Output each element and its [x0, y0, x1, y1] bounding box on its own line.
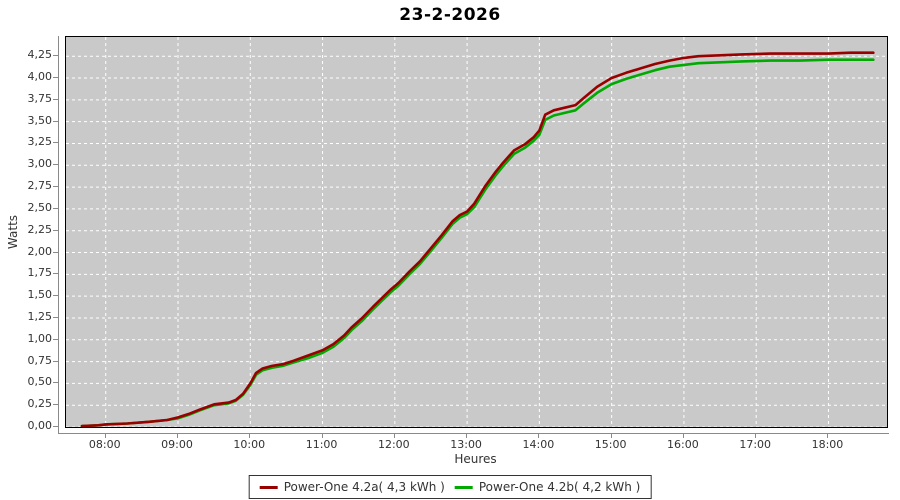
x-tick-label: 16:00 [667, 438, 699, 451]
y-tick-mark [53, 273, 58, 275]
y-axis-title: Watts [6, 214, 20, 250]
y-tick-mark [53, 338, 58, 340]
x-tick-label: 11:00 [305, 438, 338, 451]
x-tick-label: 09:00 [161, 438, 193, 451]
x-tick-mark [610, 433, 612, 438]
legend-label-series-b: Power-One 4.2b( 4,2 kWh ) [478, 480, 641, 494]
y-tick-label: 2,50 [27, 200, 53, 214]
y-tick-mark [53, 98, 58, 100]
y-tick-label: 1,50 [27, 288, 53, 302]
legend-item-series-a: Power-One 4.2a( 4,3 kWh ) [259, 480, 445, 494]
x-tick-mark [682, 433, 684, 438]
x-tick-mark [104, 433, 106, 438]
y-tick-mark [53, 207, 58, 209]
x-tick-mark [466, 433, 468, 438]
y-tick-mark [53, 142, 58, 144]
y-tick-label: 0,25 [27, 397, 53, 411]
y-tick-label: 4,25 [27, 48, 53, 62]
y-tick-mark [53, 295, 58, 297]
legend: Power-One 4.2a( 4,3 kWh ) Power-One 4.2b… [248, 475, 652, 499]
y-tick-label: 1,00 [27, 331, 53, 345]
y-tick-mark [53, 360, 58, 362]
y-tick-label: 1,25 [27, 309, 53, 323]
x-tick-label: 18:00 [811, 438, 844, 451]
chart-title: 23-2-2026 [399, 5, 501, 25]
series-line-Power-One 4.2a( 4,3 kWh ) [80, 51, 875, 427]
legend-label-series-a: Power-One 4.2a( 4,3 kWh ) [283, 480, 445, 494]
y-tick-mark [53, 251, 58, 253]
legend-item-series-b: Power-One 4.2b( 4,2 kWh ) [454, 480, 641, 494]
x-tick-label: 17:00 [739, 438, 772, 451]
y-tick-mark [53, 404, 58, 406]
y-tick-label: 0,75 [27, 353, 53, 367]
y-tick-label: 3,25 [27, 135, 53, 149]
x-tick-mark [393, 433, 395, 438]
x-tick-label: 10:00 [233, 438, 266, 451]
y-tick-mark [53, 229, 58, 231]
series-line-Power-One 4.2b( 4,2 kWh ) [80, 58, 875, 427]
x-tick-mark [827, 433, 829, 438]
x-axis-title: Heures [454, 452, 497, 466]
x-tick-label: 14:00 [522, 438, 555, 451]
y-tick-mark [53, 316, 58, 318]
y-tick-label: 0,50 [27, 375, 53, 389]
y-tick-label: 2,00 [27, 244, 53, 258]
y-tick-mark [53, 77, 58, 78]
x-tick-mark [538, 433, 540, 438]
x-tick-mark [755, 433, 757, 438]
x-tick-label: 08:00 [88, 438, 121, 451]
x-tick-mark [249, 433, 251, 438]
y-tick-mark [53, 120, 58, 122]
legend-swatch-green-line [454, 485, 473, 489]
x-tick-mark [321, 433, 323, 438]
y-tick-label: 4,00 [27, 70, 53, 83]
y-tick-label: 2,25 [27, 222, 53, 236]
y-tick-label: 3,75 [27, 91, 53, 105]
x-tick-label: 13:00 [450, 438, 482, 451]
y-tick-label: 1,75 [27, 266, 53, 280]
plot-canvas [66, 37, 887, 427]
y-tick-label: 0,00 [27, 419, 53, 432]
y-tick-label: 3,00 [27, 157, 53, 171]
plot-area [65, 36, 888, 428]
x-tick-label: 15:00 [594, 438, 627, 451]
y-tick-mark [53, 55, 58, 57]
x-tick-mark [177, 433, 179, 438]
y-tick-mark [53, 164, 58, 166]
legend-swatch-red-line [259, 485, 278, 489]
y-tick-label: 2,75 [27, 179, 53, 193]
x-tick-label: 12:00 [377, 438, 410, 451]
x-axis-line [58, 433, 889, 434]
y-tick-mark [53, 426, 58, 427]
y-tick-mark [53, 382, 58, 384]
y-tick-mark [53, 186, 58, 188]
y-axis-line [58, 36, 59, 434]
y-tick-label: 3,50 [27, 113, 53, 127]
